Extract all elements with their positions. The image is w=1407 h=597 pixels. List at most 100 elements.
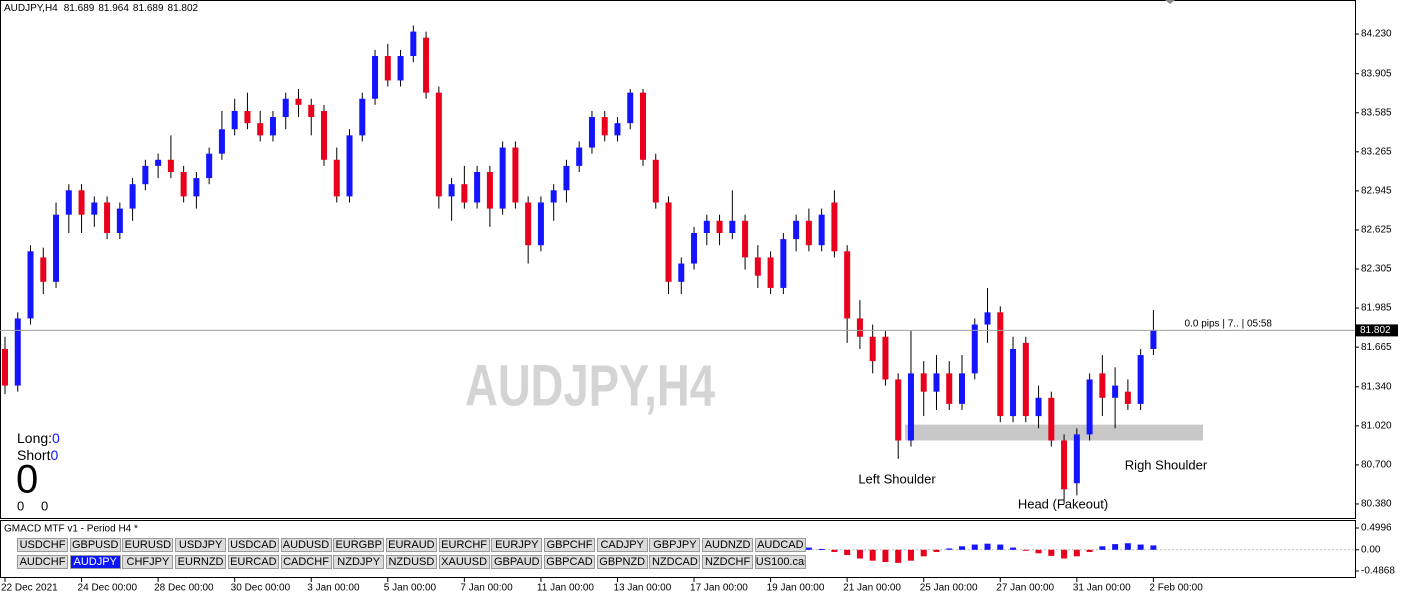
candle-body (372, 56, 379, 99)
candle-body (1061, 440, 1068, 490)
candle-body (716, 220, 723, 234)
symbol-button[interactable]: AUDCAD (754, 538, 806, 552)
candle-body (461, 184, 468, 203)
candle-body (652, 159, 659, 203)
candle-body (321, 110, 327, 160)
candle-body (703, 220, 710, 234)
indicator-bar (984, 543, 991, 550)
header-close: 81.802 (168, 3, 199, 14)
indicator-bar (869, 549, 876, 561)
candle-body (410, 31, 417, 57)
indicator-bar (1010, 547, 1017, 550)
candle-body (269, 117, 276, 136)
symbol-button[interactable]: GBPJPY (649, 538, 701, 552)
indicator-bar (1150, 545, 1157, 550)
symbol-button[interactable]: USDCAD (227, 538, 279, 552)
long-text: Long: (17, 430, 52, 446)
y-tick-label: 82.625 (1361, 225, 1392, 236)
bottom-value: 0 (41, 498, 48, 513)
candle-body (308, 104, 315, 118)
indicator-bar (1137, 544, 1144, 550)
symbol-button[interactable]: NZDCAD (649, 555, 701, 569)
symbol-button[interactable]: NZDJPY (333, 555, 385, 569)
x-tick-label: 27 Jan 00:00 (996, 583, 1054, 594)
candle-body (665, 202, 672, 282)
y-tick-label: 81.985 (1361, 303, 1392, 314)
indicator-bar (1048, 549, 1055, 556)
symbol-button[interactable]: EURNZD (175, 555, 227, 569)
x-tick-label: 17 Jan 00:00 (690, 583, 748, 594)
candle-body (116, 208, 123, 234)
symbol-button[interactable]: US100.cash (754, 555, 806, 569)
candle-body (40, 257, 47, 282)
symbol-button[interactable]: EURJPY (491, 538, 543, 552)
total-value: 0 (16, 458, 38, 502)
symbol-button[interactable]: AUDCHF (17, 555, 68, 569)
x-tick-label: 25 Jan 00:00 (920, 583, 978, 594)
symbol-button[interactable]: EURCHF (438, 538, 490, 552)
symbol-button[interactable]: CADJPY (596, 538, 648, 552)
symbol-button[interactable]: XAUUSD (438, 555, 490, 569)
x-tick-label: 24 Dec 00:00 (78, 583, 138, 594)
candle-body (754, 257, 761, 276)
symbol-button[interactable]: NZDCHF (702, 555, 754, 569)
symbol-button[interactable]: EURUSD (122, 538, 174, 552)
candle-body (805, 220, 812, 246)
x-tick-label: 28 Dec 00:00 (154, 583, 214, 594)
indicator-bar (1061, 549, 1068, 559)
candle-body (499, 147, 506, 209)
candle-body (844, 251, 851, 319)
indicator-bar (1022, 549, 1029, 551)
indicator-bar (882, 549, 889, 562)
candle-body (1124, 391, 1131, 404)
indicator-bar (971, 544, 978, 550)
y-tick-label: 83.585 (1361, 107, 1392, 118)
y-tick-label: 81.665 (1361, 342, 1392, 353)
symbol-button[interactable]: USDJPY (175, 538, 227, 552)
candle-body (359, 98, 366, 136)
symbol-button[interactable]: EURAUD (385, 538, 437, 552)
indicator-bar (856, 549, 863, 559)
symbol-button[interactable]: USDCHF (17, 538, 68, 552)
symbol-button[interactable]: GBPAUD (491, 555, 543, 569)
candle-body (486, 171, 493, 209)
candle-body (614, 123, 621, 136)
y-tick-label: 82.945 (1361, 186, 1392, 197)
header-high: 81.964 (98, 3, 129, 14)
indicator-bar (959, 546, 965, 550)
short-label: Short0 (17, 447, 58, 463)
y-tick-label: 84.230 (1361, 29, 1392, 40)
candle-body (563, 165, 570, 191)
symbol-button[interactable]: GBPCHF (544, 538, 595, 552)
indicator-bar (805, 547, 812, 550)
indicator-bar (1086, 549, 1093, 552)
candle-body (167, 159, 174, 172)
symbol-button[interactable]: AUDJPY (69, 555, 121, 569)
x-tick-label: 3 Jan 00:00 (307, 583, 360, 594)
candle-body (1010, 348, 1017, 417)
candle-body (282, 98, 289, 118)
indicator-bar (818, 548, 825, 550)
symbol-button[interactable]: GBPNZD (596, 555, 648, 569)
watermark: AUDJPY,H4 (465, 353, 715, 418)
symbol-button[interactable]: EURCAD (227, 555, 279, 569)
candle-body (155, 159, 162, 166)
symbol-button[interactable]: NZDUSD (385, 555, 437, 569)
indicator-bar (831, 549, 838, 552)
y-tick-label: 81.020 (1361, 420, 1392, 431)
symbol-button[interactable]: GBPUSD (69, 538, 121, 552)
candle-body (1086, 379, 1093, 435)
y-tick-label: 81.340 (1361, 381, 1392, 392)
symbol-button[interactable]: GBPCAD (544, 555, 595, 569)
candle-body (856, 318, 863, 337)
candle-body (206, 153, 213, 179)
symbol-button[interactable]: CADCHF (280, 555, 332, 569)
symbol-button[interactable]: EURGBP (333, 538, 385, 552)
x-tick-label: 2 Feb 00:00 (1149, 583, 1203, 594)
symbol-button[interactable]: AUDNZD (702, 538, 754, 552)
symbol-button[interactable]: CHFJPY (122, 555, 174, 569)
symbol-button[interactable]: AUDUSD (280, 538, 332, 552)
candle-body (1035, 397, 1042, 417)
